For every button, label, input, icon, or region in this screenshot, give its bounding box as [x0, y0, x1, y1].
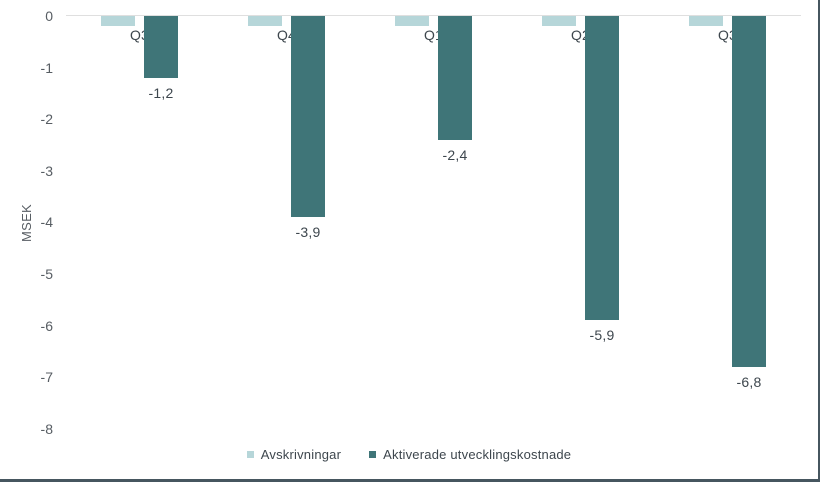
y-tick-label: -2: [40, 111, 53, 128]
y-tick-label: -1: [40, 59, 53, 76]
bar-avskrivningar: [395, 16, 429, 26]
bar-value-label: -3,9: [295, 224, 321, 240]
legend-label: Avskrivningar: [260, 447, 342, 462]
bar-aktiverade-utvecklingskostnader: [291, 16, 325, 217]
legend: Avskrivningar Aktiverade utvecklingskostn…: [0, 447, 818, 462]
zero-gridline: [66, 15, 801, 16]
legend-label: Aktiverade utvecklingskostnade: [383, 447, 572, 462]
bar-value-label: -2,4: [442, 147, 468, 163]
y-tick-label: -6: [40, 317, 53, 334]
bar-value-label: -6,8: [736, 374, 762, 390]
legend-swatch-icon: [246, 451, 254, 458]
legend-swatch-icon: [369, 451, 377, 458]
y-tick-label: -4: [40, 214, 53, 231]
bar-value-label: -1,2: [148, 85, 174, 101]
y-tick-label: -7: [40, 369, 53, 386]
legend-item-avskrivningar: Avskrivningar: [246, 447, 342, 462]
bar-avskrivningar: [689, 16, 723, 26]
y-tick-label: -8: [40, 420, 53, 437]
y-tick-label: 0: [45, 8, 53, 24]
bar-aktiverade-utvecklingskostnader: [438, 16, 472, 140]
legend-item-aktiverade-utvecklingskostnader: Aktiverade utvecklingskostnade: [369, 447, 571, 462]
bar-avskrivningar: [542, 16, 576, 26]
y-tick-label: -5: [40, 266, 53, 282]
bar-avskrivningar: [248, 16, 282, 26]
bar-avskrivningar: [101, 16, 135, 26]
bar-aktiverade-utvecklingskostnader: [144, 16, 178, 78]
bar-aktiverade-utvecklingskostnader: [732, 16, 766, 367]
bar-value-label: -5,9: [589, 327, 615, 343]
y-tick-label: -3: [40, 162, 53, 179]
bar-aktiverade-utvecklingskostnader: [585, 16, 619, 320]
